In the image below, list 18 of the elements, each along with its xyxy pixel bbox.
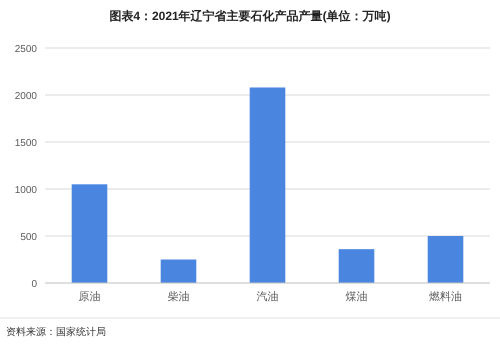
y-tick-label: 1000 — [14, 185, 38, 196]
x-tick-label: 汽油 — [256, 290, 278, 303]
y-tick-label: 500 — [20, 232, 38, 243]
bar — [250, 87, 286, 283]
chart-title: 图表4：2021年辽宁省主要石化产品产量(单位：万吨) — [109, 9, 391, 23]
x-tick-label: 煤油 — [346, 290, 368, 303]
x-tick-label: 柴油 — [168, 290, 190, 303]
y-tick-label: 0 — [31, 279, 38, 290]
y-tick-label: 2500 — [14, 44, 38, 55]
bar — [160, 260, 196, 283]
x-tick-label: 原油 — [78, 290, 100, 303]
y-tick-label: 1500 — [14, 138, 38, 149]
text: 资料来源：国家统计局 — [6, 326, 106, 338]
bar — [72, 184, 108, 283]
y-tick-label: 2000 — [14, 91, 38, 102]
bar — [428, 236, 464, 283]
x-tick-label: 燃料油 — [429, 290, 462, 303]
bar — [338, 249, 374, 283]
